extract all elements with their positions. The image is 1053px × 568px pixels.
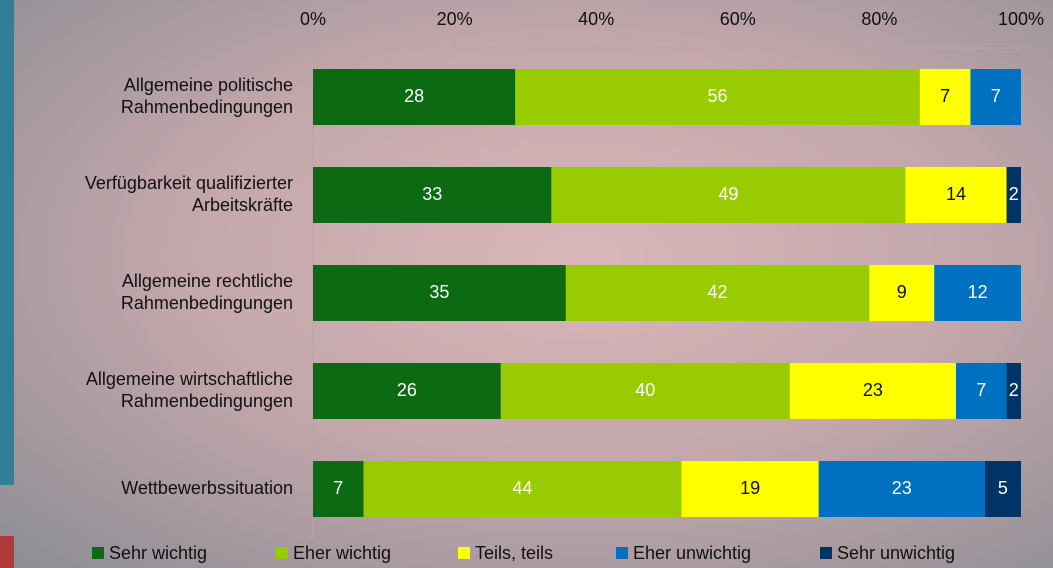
- bar-segment: [970, 69, 1021, 125]
- data-label: 23: [892, 478, 912, 498]
- bar-segment: [551, 167, 906, 223]
- bar-segment: [313, 461, 364, 517]
- bar-segment: [500, 363, 790, 419]
- bar-segment: [313, 265, 566, 321]
- data-label: 23: [863, 380, 883, 400]
- data-label: 33: [422, 184, 442, 204]
- data-label: 19: [740, 478, 760, 498]
- legend-swatch: [276, 547, 288, 559]
- x-tick-label: 0%: [300, 9, 326, 29]
- legend-swatch: [458, 547, 470, 559]
- bar-segment: [818, 461, 985, 517]
- x-tick-label: 40%: [578, 9, 614, 29]
- legend-swatch: [92, 547, 104, 559]
- legend-label: Sehr unwichtig: [837, 543, 955, 563]
- legend-label: Eher unwichtig: [633, 543, 751, 563]
- side-bar: [0, 0, 14, 485]
- bar-segment: [905, 167, 1007, 223]
- data-label: 56: [708, 86, 728, 106]
- x-tick-label: 60%: [720, 9, 756, 29]
- bar-segment: [363, 461, 682, 517]
- bar-segment: [313, 363, 501, 419]
- bar-segment: [313, 69, 516, 125]
- bar-segment: [789, 363, 956, 419]
- legend-swatch: [616, 547, 628, 559]
- data-label: 40: [635, 380, 655, 400]
- legend-label: Eher wichtig: [293, 543, 391, 563]
- data-label: 7: [991, 86, 1001, 106]
- y-tick-label: Verfügbarkeit qualifizierter Arbeitskräft…: [85, 173, 293, 215]
- data-label: 7: [940, 86, 950, 106]
- bar-segment: [934, 265, 1021, 321]
- y-tick-label: Allgemeine politische Rahmenbedingungen: [121, 75, 293, 117]
- data-label: 42: [708, 282, 728, 302]
- data-label: 9: [897, 282, 907, 302]
- data-label: 2: [1009, 380, 1019, 400]
- legend-label: Sehr wichtig: [109, 543, 207, 563]
- y-tick-label: Allgemeine wirtschaftliche Rahmenbedingun…: [86, 369, 293, 411]
- x-tick-label: 20%: [437, 9, 473, 29]
- data-label: 49: [718, 184, 738, 204]
- bar-segment: [869, 265, 935, 321]
- data-label: 12: [968, 282, 988, 302]
- x-tick-label: 80%: [861, 9, 897, 29]
- data-label: 26: [397, 380, 417, 400]
- bar-segment: [984, 461, 1021, 517]
- y-tick-label: Wettbewerbssituation: [121, 478, 293, 498]
- data-label: 28: [404, 86, 424, 106]
- data-label: 2: [1009, 184, 1019, 204]
- data-label: 7: [976, 380, 986, 400]
- bar-segment: [681, 461, 819, 517]
- data-label: 44: [512, 478, 532, 498]
- bar-segment: [1006, 167, 1021, 223]
- y-tick-label: Allgemeine rechtliche Rahmenbedingungen: [121, 271, 293, 313]
- bar-segment: [955, 363, 1007, 419]
- bar-segment: [565, 265, 870, 321]
- data-label: 14: [946, 184, 966, 204]
- bar-segment: [515, 69, 920, 125]
- side-bar-accent: [0, 536, 14, 568]
- legend-label: Teils, teils: [475, 543, 553, 563]
- data-label: 7: [333, 478, 343, 498]
- x-tick-label: 100%: [998, 9, 1044, 29]
- legend-swatch: [820, 547, 832, 559]
- bar-segment: [1006, 363, 1021, 419]
- bar-segment: [919, 69, 971, 125]
- data-label: 35: [429, 282, 449, 302]
- bar-segment: [313, 167, 552, 223]
- data-label: 5: [998, 478, 1008, 498]
